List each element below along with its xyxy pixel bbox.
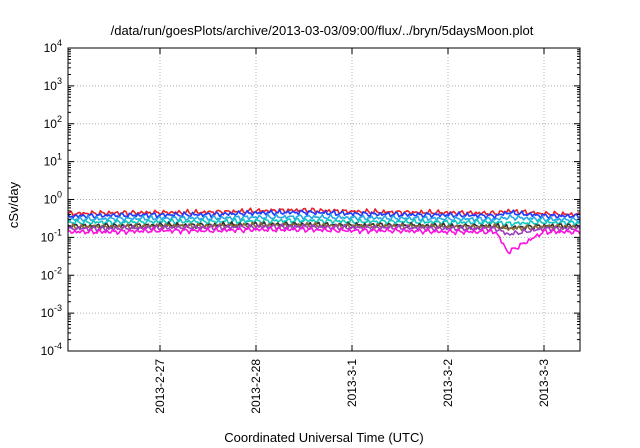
grid-lines <box>68 48 580 351</box>
x-tick-label: 2013-3-3 <box>537 359 551 407</box>
x-tick-label: 2013-2-27 <box>153 359 167 414</box>
y-tick-label: 104 <box>44 38 62 55</box>
y-tick-label: 10-2 <box>41 265 62 282</box>
x-axis-title: Coordinated Universal Time (UTC) <box>224 430 423 445</box>
y-tick-label: 102 <box>44 114 62 131</box>
series-line-8 <box>67 226 581 255</box>
x-tick-label: 2013-2-28 <box>249 359 263 414</box>
y-tick-label: 100 <box>44 190 62 207</box>
series-line-2 <box>67 209 581 220</box>
x-axis: 2013-2-27 2013-2-28 2013-3-1 2013-3-2 2013-3… <box>153 48 551 414</box>
y-tick-label: 10-3 <box>41 303 62 320</box>
y-tick-label: 103 <box>44 76 62 93</box>
series-line-3 <box>67 213 581 224</box>
x-tick-label: 2013-3-2 <box>441 359 455 407</box>
y-tick-label: 10-1 <box>41 227 62 244</box>
y-tick-label: 101 <box>44 152 62 169</box>
x-tick-label: 2013-3-1 <box>345 359 359 407</box>
y-axis: 10-4 10-3 10-2 10-1 100 101 102 103 104 <box>41 38 580 358</box>
chart-title: /data/run/goesPlots/archive/2013-03-03/0… <box>111 23 534 38</box>
y-tick-label: 10-4 <box>41 341 62 358</box>
series-layer <box>67 207 581 255</box>
y-axis-title: cSv/day <box>6 181 21 228</box>
